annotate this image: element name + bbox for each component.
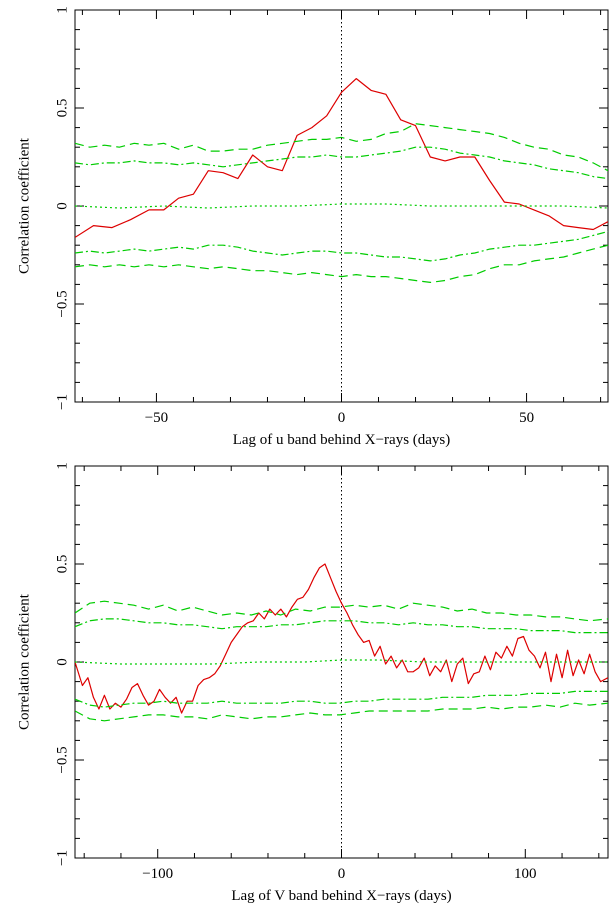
- significance-line-dashdot: [75, 618, 608, 634]
- x-tick-label: 0: [338, 866, 346, 882]
- y-tick-label: −1: [54, 850, 70, 866]
- significance-line-dotted: [75, 203, 608, 209]
- x-axis-label: Lag of V band behind X−rays (days): [231, 888, 451, 904]
- panel-v-band: −1 −0.5 0 0.5 1 −100 0 100 Lag of V band behind …: [16, 462, 609, 904]
- x-tick-label: −50: [145, 410, 168, 426]
- y-tick-label: 1: [54, 462, 70, 470]
- x-tick-label: −100: [142, 866, 173, 882]
- series-group: [75, 563, 608, 722]
- significance-line-dashed: [75, 244, 608, 283]
- x-axis-label: Lag of u band behind X−rays (days): [233, 432, 451, 448]
- y-tick-label: −0.5: [54, 290, 70, 317]
- x-tick-label: 100: [514, 866, 537, 882]
- y-tick-label: −1: [54, 394, 70, 410]
- x-tick-label: 50: [519, 410, 534, 426]
- x-tick-label: 0: [338, 410, 346, 426]
- significance-line-dotted: [75, 659, 608, 665]
- panel-u-band: −1 −0.5 0 0.5 1 −50 0 50 Lag of u band behind X−…: [16, 6, 609, 448]
- y-tick-label: 0.5: [54, 99, 70, 118]
- y-tick-label: 0: [54, 202, 70, 210]
- y-tick-label: 0: [54, 658, 70, 666]
- y-axis-label: Correlation coefficient: [16, 593, 32, 730]
- significance-line-dashdot: [75, 146, 608, 180]
- y-axis-label: Correlation coefficient: [16, 137, 32, 274]
- significance-line-dashed: [75, 123, 608, 172]
- y-tick-label: −0.5: [54, 746, 70, 773]
- significance-line-dashdot: [75, 230, 608, 262]
- ccf-line: [75, 77, 608, 238]
- series-group: [75, 77, 608, 283]
- significance-line-dashed: [75, 600, 608, 622]
- significance-line-dashdot: [75, 690, 608, 708]
- y-tick-label: 0.5: [54, 555, 70, 574]
- y-tick-label: 1: [54, 6, 70, 14]
- significance-line-dashed: [75, 702, 608, 722]
- ccf-line: [75, 563, 608, 714]
